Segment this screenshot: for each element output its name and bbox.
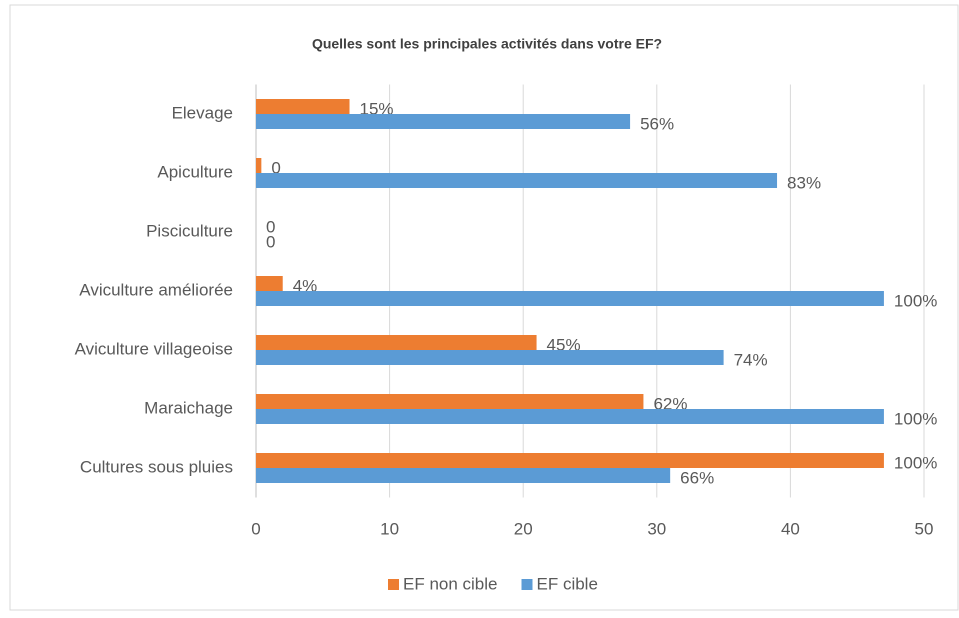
data-label: 0 <box>266 217 275 236</box>
y-tick-label: Aviculture villageoise <box>75 339 233 358</box>
y-tick-label: Pisciculture <box>146 221 233 240</box>
data-label: 45% <box>547 335 581 354</box>
data-label: 62% <box>653 394 687 413</box>
bar <box>256 158 262 173</box>
data-label: 4% <box>293 276 318 295</box>
data-label: 66% <box>680 468 714 487</box>
legend-label: EF non cible <box>403 574 498 593</box>
y-tick-label: Elevage <box>172 103 233 122</box>
data-label: 100% <box>894 409 937 428</box>
x-tick-label: 0 <box>251 519 260 538</box>
bar <box>256 350 724 365</box>
x-tick-label: 40 <box>781 519 800 538</box>
data-label: 83% <box>787 173 821 192</box>
y-tick-label: Cultures sous pluies <box>80 457 233 476</box>
chart-title: Quelles sont les principales activités d… <box>312 36 662 52</box>
bar <box>256 291 884 306</box>
x-tick-label: 10 <box>380 519 399 538</box>
bar <box>256 276 283 291</box>
data-label: 0 <box>271 158 280 177</box>
bar <box>256 114 631 129</box>
data-label: 74% <box>734 350 768 369</box>
bar <box>256 173 778 188</box>
y-tick-label: Maraichage <box>144 398 233 417</box>
bar <box>256 99 350 114</box>
bar <box>256 335 537 350</box>
data-label: 15% <box>360 99 394 118</box>
bar <box>256 394 644 409</box>
x-tick-label: 50 <box>915 519 934 538</box>
data-label: 100% <box>894 453 937 472</box>
y-tick-label: Aviculture améliorée <box>79 280 233 299</box>
legend-swatch <box>521 579 533 590</box>
y-tick-label: Apiculture <box>157 162 233 181</box>
bar <box>256 468 671 483</box>
x-tick-label: 20 <box>514 519 533 538</box>
x-tick-label: 30 <box>647 519 666 538</box>
bar <box>256 453 884 468</box>
chart-border <box>9 4 959 611</box>
data-label: 56% <box>640 114 674 133</box>
legend-label: EF cible <box>537 574 598 593</box>
data-label: 100% <box>894 291 937 310</box>
legend-swatch <box>388 579 399 590</box>
data-label: 0 <box>266 232 275 251</box>
bar <box>256 409 884 424</box>
